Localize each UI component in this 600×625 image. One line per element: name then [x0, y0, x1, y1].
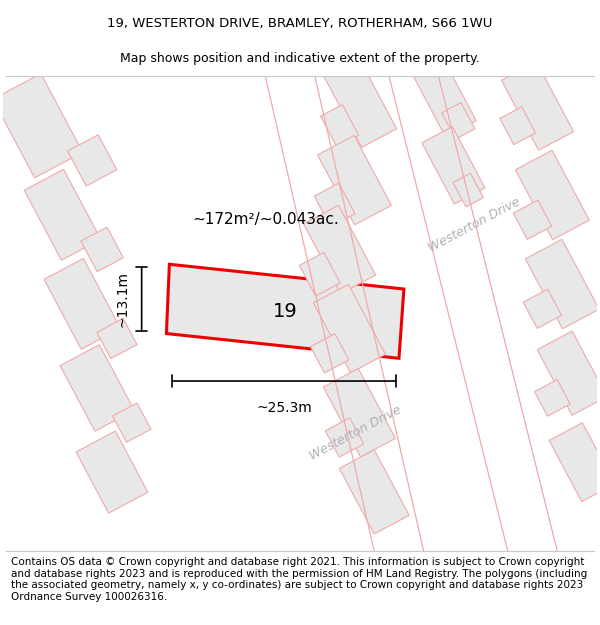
Text: 19: 19 [273, 302, 298, 321]
Polygon shape [523, 289, 562, 328]
Polygon shape [325, 418, 364, 457]
Polygon shape [314, 183, 355, 227]
Polygon shape [320, 104, 359, 147]
Polygon shape [310, 334, 349, 373]
Polygon shape [68, 135, 117, 186]
Polygon shape [535, 379, 570, 416]
Polygon shape [317, 136, 391, 225]
Polygon shape [514, 200, 552, 239]
Polygon shape [0, 74, 83, 178]
Polygon shape [442, 102, 475, 139]
Text: ~13.1m: ~13.1m [116, 271, 130, 327]
Polygon shape [500, 107, 536, 144]
Polygon shape [323, 369, 395, 457]
Polygon shape [549, 422, 600, 502]
Polygon shape [24, 169, 101, 260]
Polygon shape [81, 227, 124, 272]
Polygon shape [113, 403, 151, 442]
Polygon shape [411, 55, 476, 137]
Polygon shape [537, 331, 600, 415]
Polygon shape [422, 127, 485, 204]
Polygon shape [526, 239, 599, 329]
Polygon shape [166, 264, 404, 358]
Polygon shape [44, 259, 121, 349]
Polygon shape [97, 318, 137, 359]
Polygon shape [60, 345, 134, 431]
Text: 19, WESTERTON DRIVE, BRAMLEY, ROTHERHAM, S66 1WU: 19, WESTERTON DRIVE, BRAMLEY, ROTHERHAM,… [107, 17, 493, 30]
Polygon shape [76, 431, 148, 513]
Polygon shape [313, 284, 386, 373]
Polygon shape [299, 253, 340, 296]
Polygon shape [502, 62, 574, 150]
Text: Westerton Drive: Westerton Drive [426, 195, 523, 254]
Text: ~172m²/~0.043ac.: ~172m²/~0.043ac. [192, 213, 339, 228]
Polygon shape [304, 205, 376, 294]
Text: ~25.3m: ~25.3m [256, 401, 312, 415]
Text: Map shows position and indicative extent of the property.: Map shows position and indicative extent… [120, 52, 480, 65]
Polygon shape [515, 150, 589, 240]
Polygon shape [340, 450, 409, 534]
Polygon shape [322, 54, 397, 148]
Polygon shape [453, 173, 484, 207]
Text: Westerton Drive: Westerton Drive [307, 402, 404, 462]
Text: Contains OS data © Crown copyright and database right 2021. This information is : Contains OS data © Crown copyright and d… [11, 557, 587, 602]
